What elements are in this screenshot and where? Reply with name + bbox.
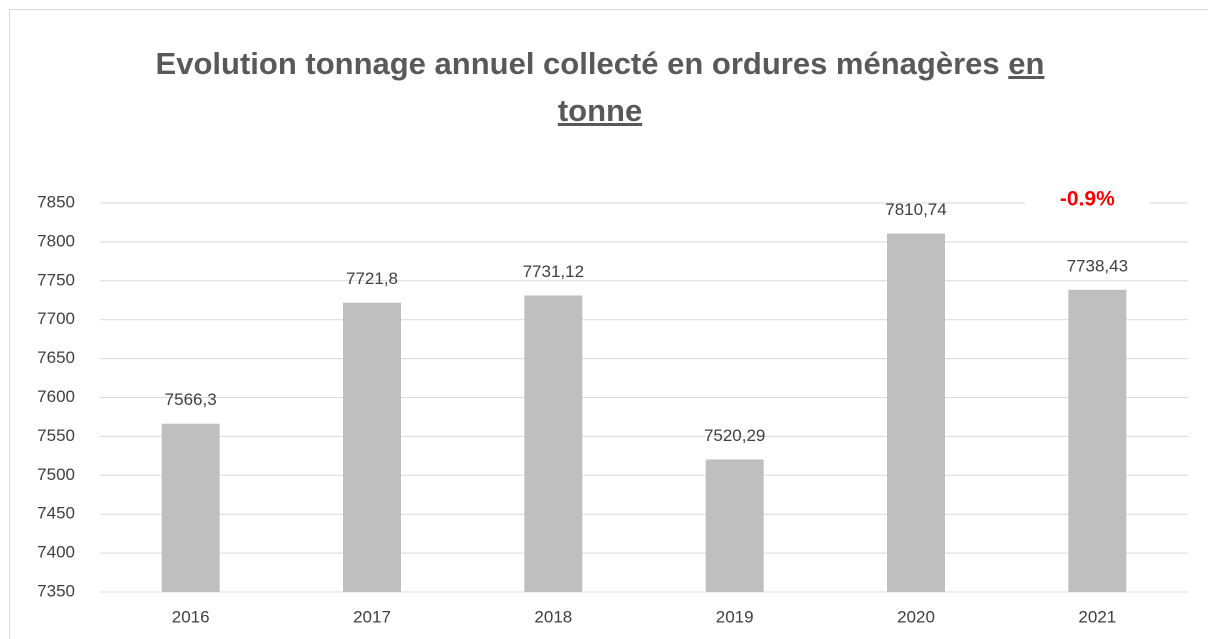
bar xyxy=(343,302,401,592)
y-tick-label: 7600 xyxy=(37,387,75,406)
value-label: 7738,43 xyxy=(1067,256,1128,275)
annotation: -0.9% xyxy=(1060,188,1115,211)
y-tick-label: 7400 xyxy=(37,543,75,562)
x-tick-label: 2021 xyxy=(1078,607,1116,626)
x-tick-label: 2020 xyxy=(897,607,935,626)
x-tick-label: 2016 xyxy=(172,607,210,626)
x-tick-label: 2018 xyxy=(534,607,572,626)
y-tick-label: 7750 xyxy=(37,270,75,289)
bar xyxy=(887,233,945,592)
value-label: 7810,74 xyxy=(885,200,946,219)
bar xyxy=(524,295,583,592)
y-tick-label: 7350 xyxy=(37,581,75,600)
annotation-background xyxy=(1025,187,1150,217)
x-tick-label: 2017 xyxy=(353,607,391,626)
value-label: 7566,3 xyxy=(165,390,217,409)
title-text: Evolution tonnage annuel collecté en ord… xyxy=(155,46,1000,81)
y-tick-label: 7450 xyxy=(37,504,75,523)
y-tick-label: 7800 xyxy=(37,231,75,250)
y-tick-label: 7650 xyxy=(37,348,75,367)
bar xyxy=(1068,289,1127,592)
y-tick-label: 7550 xyxy=(37,426,75,445)
value-label: 7731,12 xyxy=(523,262,584,281)
value-label: 7520,29 xyxy=(704,426,765,445)
value-label: 7721,8 xyxy=(346,269,398,288)
y-tick-label: 7500 xyxy=(37,465,75,484)
bar xyxy=(161,423,220,592)
chart-frame xyxy=(9,9,1208,639)
bar xyxy=(705,459,764,592)
y-tick-label: 7700 xyxy=(37,309,75,328)
x-tick-label: 2019 xyxy=(716,607,754,626)
title-underlined: en tonne xyxy=(557,46,1045,128)
chart-title: Evolution tonnage annuel collecté en ord… xyxy=(150,40,1050,134)
y-tick-label: 7850 xyxy=(37,192,75,211)
